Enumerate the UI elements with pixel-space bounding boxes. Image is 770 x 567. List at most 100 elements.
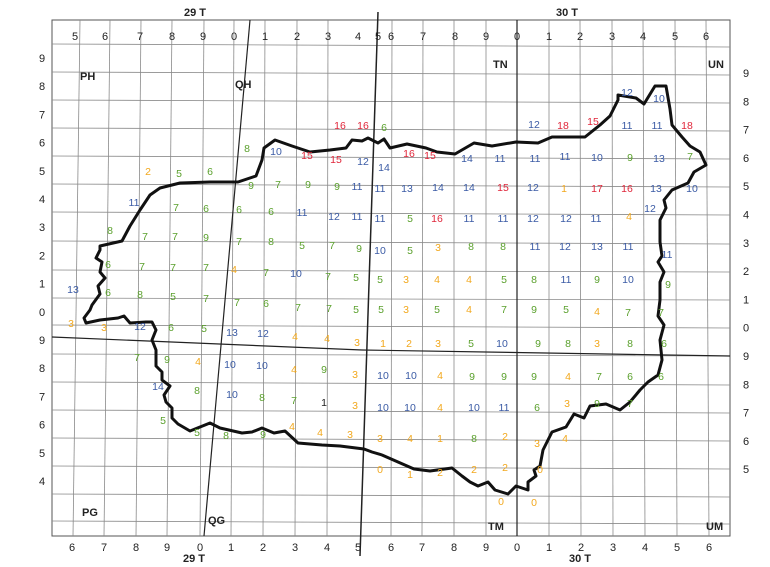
grid-cell-value: 6 (658, 371, 664, 383)
grid-cell-value: 14 (461, 153, 473, 165)
grid-cell-value: 15 (330, 154, 342, 166)
grid-cell-value: 9 (665, 279, 671, 291)
zone-label-bottom-right: 30 T (569, 553, 591, 565)
grid-cell-value: 10 (377, 370, 389, 382)
tick-label-right: 7 (743, 408, 749, 420)
grid-cell-value: 10 (224, 359, 236, 371)
tick-label-top: 6 (703, 31, 709, 43)
grid-cell-value: 5 (194, 427, 200, 439)
grid-cell-value: 8 (244, 143, 250, 155)
grid-cell-value: 7 (203, 262, 209, 274)
tick-label-left: 8 (39, 363, 45, 375)
grid-cell-value: 3 (564, 398, 570, 410)
grid-cell-value: 9 (248, 180, 254, 192)
grid-cell-value: 4 (562, 433, 568, 445)
tick-label-bottom: 2 (578, 542, 584, 554)
grid-cell-value: 6 (207, 166, 213, 178)
grid-cell-value: 9 (203, 232, 209, 244)
grid-cell-value: 10 (468, 402, 480, 414)
tick-label-left: 5 (39, 166, 45, 178)
grid-cell-value: 5 (378, 304, 384, 316)
grid-cell-value: 2 (502, 431, 508, 443)
grid-cell-value: 1 (407, 469, 413, 481)
grid-cell-value: 16 (357, 120, 369, 132)
grid-cell-value: 4 (466, 304, 472, 316)
grid-cell-value: 5 (201, 323, 207, 335)
grid-cell-value: 11 (375, 183, 386, 195)
grid-cell-value: 4 (434, 274, 440, 286)
grid-cell-value: 16 (403, 148, 415, 160)
grid-cell-value: 15 (301, 150, 313, 162)
grid-cell-value: 8 (565, 338, 571, 350)
square-boundaries (51, 19, 731, 537)
grid-cell-value: 7 (172, 231, 178, 243)
grid-cell-value: 5 (377, 274, 383, 286)
grid-cell-value: 2 (145, 166, 151, 178)
grid-cell-value: 8 (194, 385, 200, 397)
grid-cell-value: 7 (329, 240, 335, 252)
grid-cell-value: 12 (560, 213, 572, 225)
square-label-um: UM (706, 521, 723, 533)
grid-cell-value: 6 (661, 338, 667, 350)
grid-cell-value: 8 (268, 236, 274, 248)
grid-cell-value: 4 (292, 331, 298, 343)
grid-cell-value: 5 (563, 304, 569, 316)
grid-cell-value: 13 (653, 153, 665, 165)
grid-cell-value: 5 (299, 240, 305, 252)
grid-cell-value: 3 (435, 242, 441, 254)
tick-label-top: 4 (640, 31, 646, 43)
tick-label-left: 8 (39, 81, 45, 93)
grid-cell-value: 11 (495, 153, 506, 165)
tick-label-top: 1 (262, 31, 268, 43)
grid-cell-value: 9 (321, 364, 327, 376)
grid-cell-value: 8 (471, 433, 477, 445)
grid-cell-value: 9 (501, 371, 507, 383)
grid-cell-value: 5 (353, 272, 359, 284)
tick-label-bottom: 2 (260, 542, 266, 554)
square-boundary-vertical-left (203, 19, 251, 537)
tick-label-right: 7 (743, 125, 749, 137)
tick-label-left: 4 (39, 476, 45, 488)
grid-cell-value: 7 (234, 297, 240, 309)
grid-cell-value: 11 (375, 213, 386, 225)
grid-cell-value: 7 (501, 304, 507, 316)
tick-label-bottom: 6 (69, 542, 75, 554)
grid-cell-value: 1 (561, 183, 567, 195)
tick-label-left: 9 (39, 53, 45, 65)
tick-label-top: 5 (72, 31, 78, 43)
grid-cell-value: 4 (626, 211, 632, 223)
tick-label-right: 9 (743, 351, 749, 363)
tick-label-top: 9 (483, 31, 489, 43)
grid-cell-value: 4 (291, 364, 297, 376)
square-label-qg: QG (208, 515, 225, 527)
tick-label-bottom: 0 (197, 542, 203, 554)
grid-cell-value: 9 (531, 304, 537, 316)
grid-cell-value: 11 (499, 402, 510, 414)
grid-cell-value: 12 (528, 119, 540, 131)
grid-cell-value: 7 (295, 302, 301, 314)
grid-cell-value: 11 (560, 151, 571, 163)
grid-cell-value: 12 (357, 156, 369, 168)
tick-label-top: 3 (325, 31, 331, 43)
grid-cell-value: 4 (565, 371, 571, 383)
grid-cell-value: 4 (437, 370, 443, 382)
tick-label-bottom: 3 (292, 542, 298, 554)
grid-cell-value: 15 (497, 182, 509, 194)
grid-cell-value: 7 (263, 267, 269, 279)
grid-cell-value: 5 (434, 304, 440, 316)
grid-cell-value: 12 (621, 87, 633, 99)
grid-cell-value: 5 (170, 291, 176, 303)
tick-label-bottom: 4 (324, 542, 330, 554)
grid-cell-value: 10 (226, 389, 238, 401)
tick-label-top: 1 (546, 31, 552, 43)
grid-cell-value: 13 (591, 241, 603, 253)
region-outline (82, 84, 708, 496)
grid-cell-value: 11 (530, 241, 541, 253)
tick-label-bottom: 5 (355, 542, 361, 554)
grid-cell-value: 7 (142, 231, 148, 243)
grid-cell-value: 11 (623, 241, 634, 253)
grid-cell-value: 5 (468, 338, 474, 350)
tick-label-bottom: 6 (388, 542, 394, 554)
grid-cell-value: 7 (291, 395, 297, 407)
